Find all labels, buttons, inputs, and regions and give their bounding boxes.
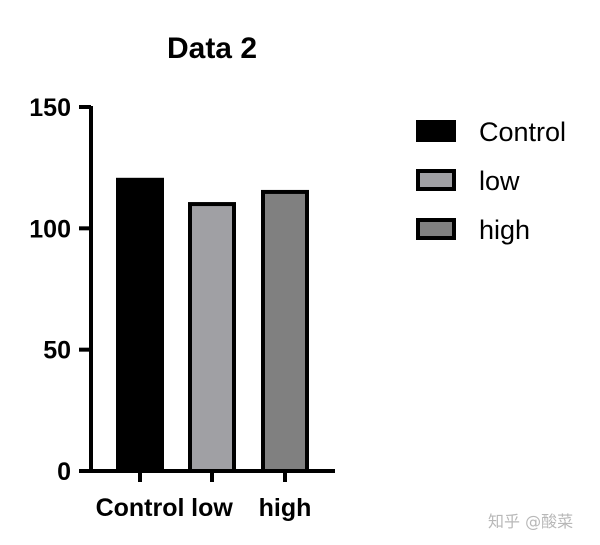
y-tick-label-50: 50 [43,337,71,365]
legend-swatch-low [416,169,456,191]
watermark-text: 知乎 @酸菜 [488,512,574,531]
legend-label-low: low [479,166,520,196]
chart-title: Data 2 [167,32,257,65]
axes: 0 50 100 150 Control low high [29,94,335,522]
bar-low [188,202,236,473]
legend-label-high: high [479,215,530,245]
y-tick-label-0: 0 [57,458,71,486]
legend-label-control: Control [479,117,566,147]
bar-high [261,189,309,474]
bar-control [116,177,164,474]
y-tick-label-150: 150 [29,94,71,122]
bars-group [116,177,309,474]
x-tick-label-low: low [191,494,233,522]
legend-swatch-high [416,218,456,240]
y-tick-label-100: 100 [29,215,71,243]
x-tick-label-high: high [259,494,312,522]
legend: Control low high [416,117,566,245]
legend-swatch-control [416,120,456,142]
x-tick-label-control: Control [96,494,185,522]
